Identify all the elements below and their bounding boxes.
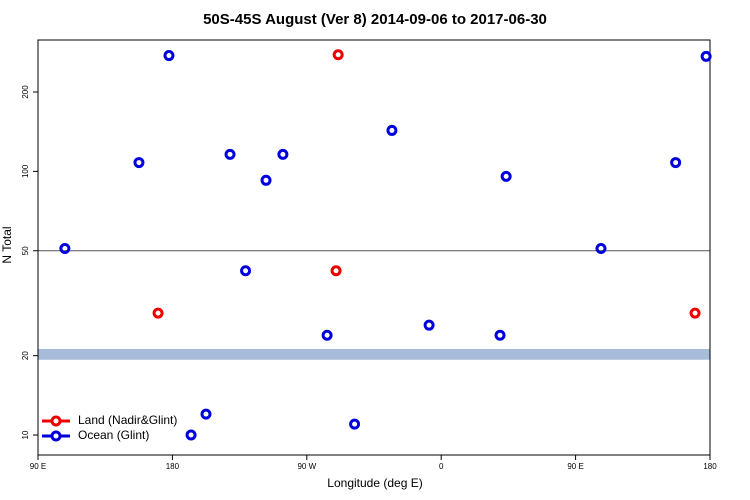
point xyxy=(349,418,361,430)
point xyxy=(59,242,71,254)
x-tick-label: 0 xyxy=(439,462,444,471)
point xyxy=(689,307,701,319)
y-tick-label: 10 xyxy=(21,430,30,439)
point xyxy=(321,329,333,341)
y-tick-label: 100 xyxy=(21,164,30,178)
point xyxy=(500,170,512,182)
point xyxy=(185,429,197,441)
point xyxy=(224,148,236,160)
legend-marker xyxy=(50,430,62,442)
chart-title: 50S-45S August (Ver 8) 2014-09-06 to 201… xyxy=(203,11,547,28)
legend-marker xyxy=(50,415,62,427)
point xyxy=(163,50,175,62)
point xyxy=(386,124,398,136)
point xyxy=(670,157,682,169)
point xyxy=(595,242,607,254)
point xyxy=(332,49,344,61)
y-tick-label: 200 xyxy=(21,85,30,99)
point xyxy=(423,319,435,331)
legend-label: Ocean (Glint) xyxy=(78,428,149,442)
point xyxy=(260,174,272,186)
point xyxy=(133,157,145,169)
plot-frame xyxy=(37,39,711,456)
legend-label: Land (Nadir&Glint) xyxy=(78,413,177,427)
point xyxy=(700,50,712,62)
x-axis-label: Longitude (deg E) xyxy=(327,476,422,490)
x-tick-label: 180 xyxy=(703,462,717,471)
y-axis-label: N Total xyxy=(0,226,14,263)
y-tick-label: 20 xyxy=(21,351,30,360)
point xyxy=(277,148,289,160)
point xyxy=(240,265,252,277)
x-tick-label: 180 xyxy=(166,462,180,471)
x-tick-label: 90 W xyxy=(297,462,316,471)
band xyxy=(38,348,710,360)
x-tick-label: 90 E xyxy=(567,462,583,471)
point xyxy=(200,408,212,420)
point xyxy=(330,265,342,277)
point xyxy=(152,307,164,319)
point xyxy=(494,329,506,341)
y-tick-label: 50 xyxy=(21,246,30,255)
x-tick-label: 90 E xyxy=(30,462,46,471)
